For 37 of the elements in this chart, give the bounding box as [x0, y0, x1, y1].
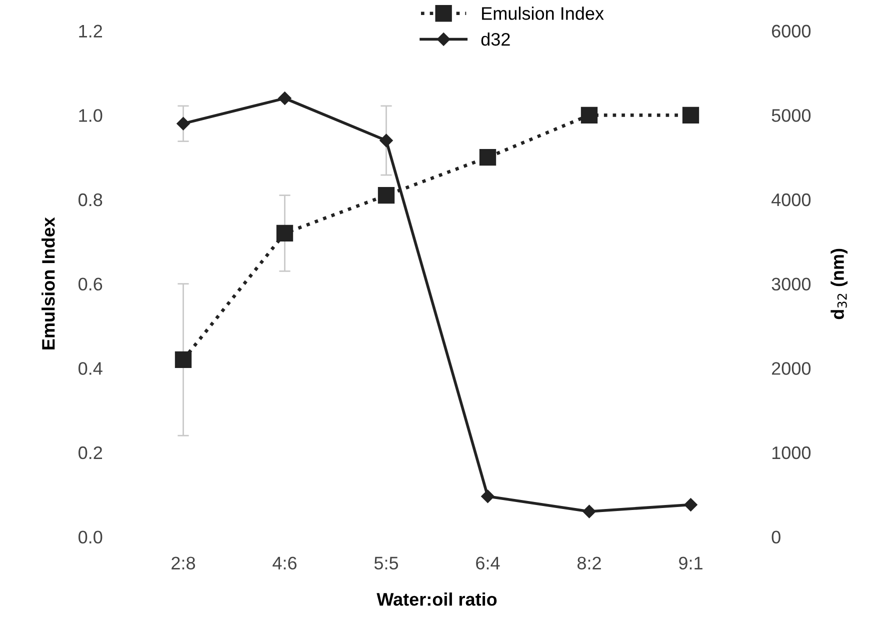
x-tick-label: 6:4	[476, 556, 500, 570]
y2-tick-label: 6000	[772, 24, 811, 38]
x-tick-label: 2:8	[172, 556, 196, 570]
y-tick-label: 0.0	[78, 530, 102, 544]
y-axis-title: Emulsion Index	[42, 217, 55, 350]
y2-axis-title: d$_{32}$ (nm)	[830, 248, 848, 320]
point	[276, 224, 294, 242]
point	[682, 106, 700, 124]
point	[479, 149, 496, 166]
y2-tick-label: 2000	[772, 362, 811, 375]
y2-tick-label: 3000	[772, 278, 811, 291]
x-tick-label: 8:2	[577, 556, 601, 570]
point	[580, 106, 598, 124]
legend-label: d32	[481, 32, 510, 46]
y-tick-label: 0.8	[78, 193, 102, 206]
x-tick-label: 4:6	[272, 556, 297, 570]
x-tick-label: 5:5	[374, 556, 398, 570]
point	[380, 134, 393, 148]
point	[176, 117, 190, 130]
point	[481, 490, 494, 503]
point	[378, 186, 395, 204]
y-tick-label: 0.6	[78, 278, 102, 291]
y2-tick-label: 5000	[772, 109, 811, 122]
y2-tick-label: 0	[772, 530, 780, 544]
y-tick-label: 0.2	[78, 446, 102, 460]
y-tick-label: 0.4	[78, 362, 102, 375]
point	[278, 92, 292, 105]
y2-tick-label: 4000	[772, 193, 811, 206]
x-tick-label: 9:1	[679, 556, 702, 570]
legend-label: Emulsion Index	[482, 6, 604, 20]
point	[582, 504, 596, 518]
point	[174, 351, 192, 368]
y2-tick-label: 1000	[772, 446, 811, 460]
x-axis-title: Water:oil ratio	[376, 592, 497, 606]
point	[684, 498, 698, 512]
y-tick-label: 1.0	[79, 109, 102, 122]
y-tick-label: 1.2	[79, 24, 102, 38]
